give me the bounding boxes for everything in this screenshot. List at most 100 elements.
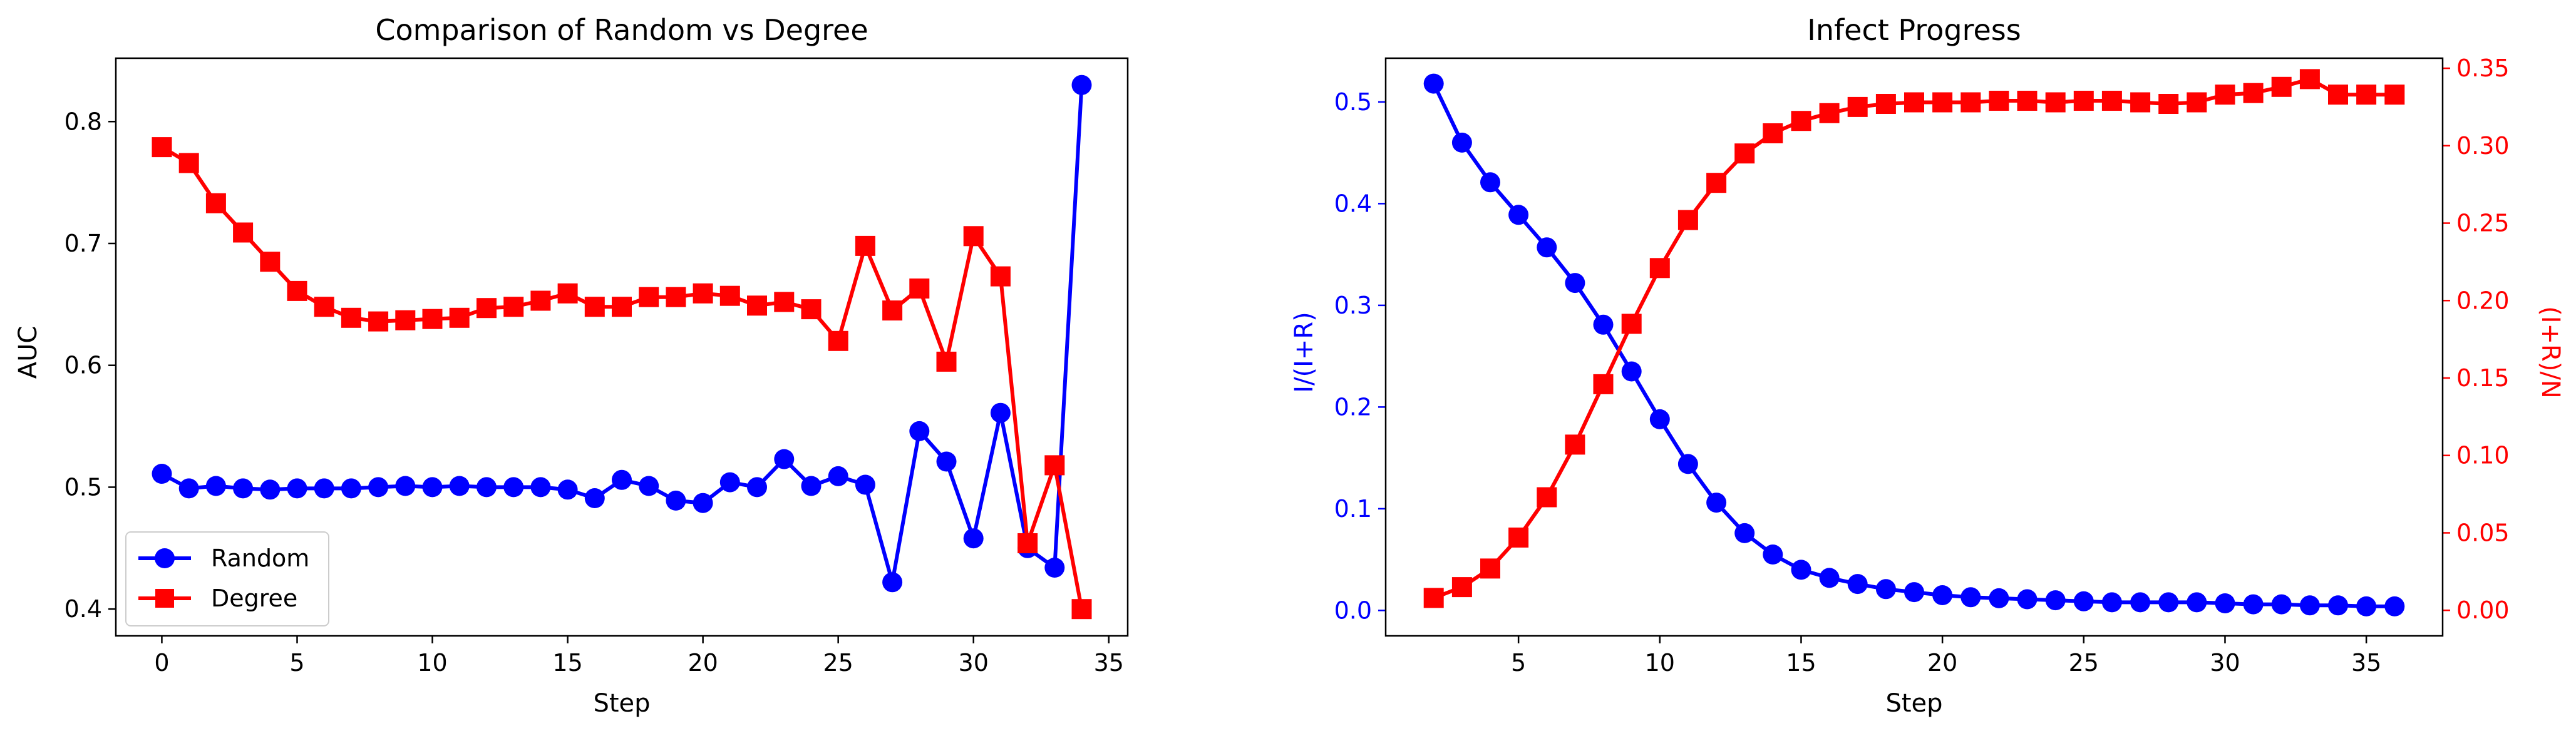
data-point-series-1	[1791, 111, 1811, 131]
data-point-series-1	[1989, 91, 2009, 111]
data-point-random	[557, 479, 578, 500]
data-point-random	[395, 476, 416, 496]
data-point-degree	[314, 297, 334, 317]
data-point-degree	[178, 153, 199, 173]
data-point-series-1	[2271, 76, 2292, 97]
data-point-degree	[503, 297, 524, 317]
data-point-series-1	[1451, 577, 1472, 598]
y2-tick-label: 0.00	[2456, 596, 2510, 624]
data-point-degree	[1071, 599, 1092, 620]
data-point-degree	[341, 307, 361, 328]
data-point-random	[287, 478, 307, 499]
data-point-series-1	[2187, 92, 2207, 113]
data-point-degree	[639, 287, 659, 307]
data-point-series-0	[2215, 593, 2235, 613]
y2-tick-label: 0.20	[2456, 287, 2510, 314]
data-point-degree	[909, 279, 930, 299]
y-axis-label-right: (I+R)/N	[2536, 306, 2565, 399]
data-point-random	[1071, 74, 1092, 95]
x-tick-label: 10	[417, 649, 447, 677]
data-point-series-1	[1904, 92, 1924, 113]
series-line-random	[161, 84, 1084, 585]
data-point-series-0	[1932, 585, 1953, 605]
legend-label-random: Random	[211, 544, 309, 572]
data-point-series-1	[1763, 123, 1783, 143]
x-tick-label: 5	[1511, 649, 1526, 677]
data-point-degree	[719, 285, 740, 306]
y2-tick-label: 0.35	[2456, 54, 2510, 82]
data-point-series-0	[2271, 594, 2292, 615]
data-point-series-1	[2356, 84, 2377, 105]
y2-tick-label: 0.15	[2456, 364, 2510, 392]
data-point-random	[477, 477, 497, 498]
data-point-random	[774, 449, 795, 469]
data-point-degree	[666, 287, 686, 307]
data-point-degree	[828, 330, 848, 351]
data-point-random	[205, 476, 226, 496]
data-point-random	[639, 476, 659, 496]
data-point-series-1	[1593, 374, 1614, 394]
data-point-series-0	[1819, 568, 1840, 588]
data-point-series-1	[2101, 91, 2122, 111]
series-group	[1423, 69, 2405, 616]
data-point-series-0	[1989, 588, 2009, 608]
data-point-series-1	[1932, 92, 1953, 113]
data-point-series-1	[2243, 83, 2264, 103]
data-point-degree	[260, 252, 281, 272]
data-point-series-1	[2215, 84, 2235, 105]
data-point-random	[233, 478, 254, 499]
y-tick-label: 0.5	[64, 473, 102, 501]
data-point-degree	[855, 235, 875, 256]
data-point-series-1	[2158, 94, 2179, 114]
data-point-degree	[477, 298, 497, 319]
y-tick-label: 0.0	[1334, 596, 1372, 624]
legend-label-degree: Degree	[211, 585, 297, 612]
data-point-series-0	[1791, 560, 1811, 580]
y2-tick-label: 0.25	[2456, 210, 2510, 237]
data-point-series-1	[2045, 92, 2066, 113]
data-point-random	[1044, 558, 1065, 578]
data-point-series-0	[1508, 205, 1529, 225]
data-point-series-0	[2384, 596, 2405, 616]
data-point-random	[801, 476, 822, 496]
data-point-series-0	[2045, 590, 2066, 611]
data-point-series-0	[1904, 582, 1924, 603]
series-group	[152, 74, 1092, 620]
data-point-series-1	[2299, 69, 2320, 89]
data-point-degree	[747, 295, 767, 316]
data-point-random	[990, 402, 1011, 423]
data-point-random	[963, 528, 984, 549]
tick-group: 0 5 10 15 20 25 30 35 0.4 0.5 0.6 0.7 0.8	[64, 108, 1124, 677]
data-point-random	[909, 421, 930, 441]
x-axis-label: Step	[1885, 689, 1942, 718]
x-tick-label: 30	[959, 649, 989, 677]
data-point-random	[503, 477, 524, 498]
data-point-series-0	[2073, 591, 2094, 611]
data-point-series-1	[1565, 434, 1585, 455]
data-point-random	[828, 466, 848, 486]
data-point-random	[584, 488, 605, 508]
data-point-series-0	[1423, 73, 1444, 94]
data-point-degree	[936, 351, 957, 372]
chart-title: Comparison of Random vs Degree	[375, 13, 868, 47]
chart-infect-progress: Infect Progress Step I/(I+R) (I+R)/N 5 10…	[1290, 13, 2565, 718]
data-point-random	[855, 474, 875, 495]
data-point-degree	[205, 193, 226, 213]
x-axis-label: Step	[593, 689, 650, 718]
x-tick-label: 25	[2069, 649, 2099, 677]
data-point-random	[341, 478, 361, 499]
data-point-series-0	[1960, 587, 1981, 608]
data-point-series-0	[1451, 132, 1472, 153]
data-point-random	[530, 477, 551, 498]
data-point-degree	[1044, 455, 1065, 476]
chart-comparison: Comparison of Random vs Degree Step AUC …	[14, 13, 1129, 718]
data-point-degree	[612, 297, 632, 317]
data-point-series-1	[1423, 588, 1444, 608]
y-tick-label: 0.7	[64, 230, 102, 257]
data-point-random	[178, 478, 199, 499]
y-tick-label: 0.4	[64, 595, 102, 623]
data-point-degree	[963, 226, 984, 247]
data-point-series-0	[2101, 592, 2122, 613]
data-point-random	[260, 479, 281, 500]
y2-tick-label: 0.30	[2456, 132, 2510, 160]
